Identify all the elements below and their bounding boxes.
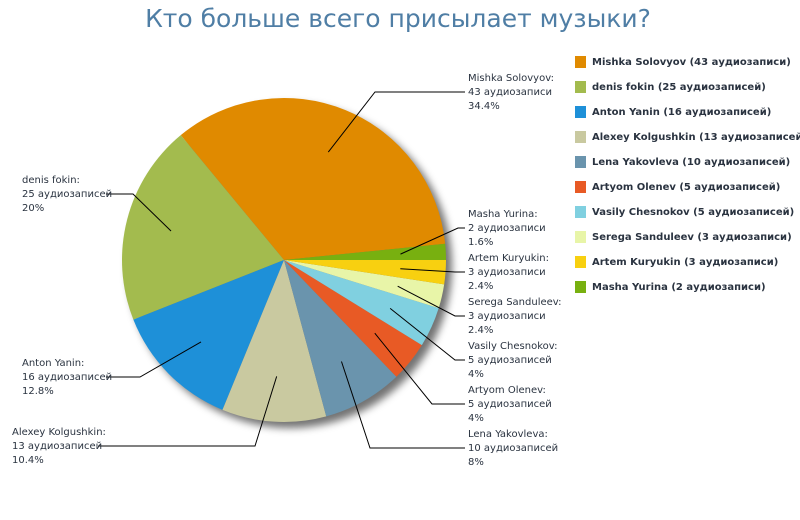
pie-slice xyxy=(284,260,422,377)
pie-slice xyxy=(121,135,284,320)
legend-swatch xyxy=(575,256,586,268)
slice-label: 4% xyxy=(468,413,484,424)
slice-label: Anton Yanin: xyxy=(22,358,84,369)
slice-label: 25 аудиозаписей xyxy=(22,189,112,200)
leader-line xyxy=(327,91,465,153)
leader-line xyxy=(400,268,465,273)
leader-line xyxy=(389,307,465,361)
slice-label: 3 аудиозаписи xyxy=(468,267,546,278)
legend-label: Alexey Kolgushkin (13 аудиозаписей) xyxy=(592,132,800,143)
slice-label: denis fokin: xyxy=(22,175,80,186)
legend-swatch xyxy=(575,206,586,218)
pie-slice xyxy=(222,260,327,422)
leader-line xyxy=(106,341,202,378)
legend-swatch xyxy=(575,281,586,293)
slice-label: Artyom Olenev: xyxy=(468,385,546,396)
slice-label: Serega Sanduleev: xyxy=(468,297,562,308)
slice-label: 16 аудиозаписей xyxy=(22,372,112,383)
slice-label: 5 аудиозаписей xyxy=(468,399,552,410)
legend-swatch xyxy=(575,81,586,93)
slice-label: 1.6% xyxy=(468,237,493,248)
slice-label: 5 аудиозаписей xyxy=(468,355,552,366)
slice-label: Artem Kuryukin: xyxy=(468,253,549,264)
slice-label: Alexey Kolgushkin: xyxy=(12,427,106,438)
legend-label: Anton Yanin (16 аудиозаписей) xyxy=(592,107,771,118)
pie-slice xyxy=(133,260,284,410)
legend-label: Vasily Chesnokov (5 аудиозаписей) xyxy=(592,207,794,218)
legend-label: Lena Yakovleva (10 аудиозаписей) xyxy=(592,157,790,168)
pie-slice xyxy=(284,260,445,309)
legend-label: Masha Yurina (2 аудиозаписи) xyxy=(592,282,766,293)
slice-label: 4% xyxy=(468,369,484,380)
legend-swatch xyxy=(575,131,586,143)
chart-title: Кто больше всего присылает музыки? xyxy=(145,4,651,33)
leader-line xyxy=(374,332,465,405)
slice-label: Lena Yakovleva: xyxy=(468,429,548,440)
slice-label: Masha Yurina: xyxy=(468,209,538,220)
slice-label: 10.4% xyxy=(12,455,44,466)
legend-label: denis fokin (25 аудиозаписей) xyxy=(592,82,766,93)
slice-label: Mishka Solovyov: xyxy=(468,73,554,84)
slice-label: 20% xyxy=(22,203,44,214)
slice-label: 2.4% xyxy=(468,281,493,292)
slice-label: 3 аудиозаписи xyxy=(468,311,546,322)
slice-label: 10 аудиозаписей xyxy=(468,443,558,454)
legend-swatch xyxy=(575,156,586,168)
legend-swatch xyxy=(575,231,586,243)
leader-line xyxy=(400,227,465,255)
slice-label: 13 аудиозаписей xyxy=(12,441,102,452)
leader-line xyxy=(98,376,278,447)
pie-slice xyxy=(284,260,439,346)
legend-swatch xyxy=(575,56,586,68)
slice-label: 12.8% xyxy=(22,386,54,397)
slice-label: 34.4% xyxy=(468,101,500,112)
slice-label: 8% xyxy=(468,457,484,468)
legend-label: Mishka Solovyov (43 аудиозаписи) xyxy=(592,57,791,68)
legend-label: Artem Kuryukin (3 аудиозаписи) xyxy=(592,257,778,268)
pie-slice xyxy=(284,260,446,285)
pie-slice xyxy=(284,243,446,260)
leader-line xyxy=(340,361,465,449)
slice-label: 2.4% xyxy=(468,325,493,336)
slice-label: Vasily Chesnokov: xyxy=(468,341,558,352)
legend-swatch xyxy=(575,181,586,193)
legend-label: Artyom Olenev (5 аудиозаписей) xyxy=(592,182,780,193)
legend-label: Serega Sanduleev (3 аудиозаписи) xyxy=(592,232,792,243)
pie-slice xyxy=(180,97,446,260)
legend-swatch xyxy=(575,106,586,118)
pie-slice xyxy=(284,260,397,417)
slice-label: 43 аудиозаписи xyxy=(468,87,552,98)
leader-line xyxy=(397,285,465,317)
leader-line xyxy=(106,193,172,232)
slice-label: 2 аудиозаписи xyxy=(468,223,546,234)
